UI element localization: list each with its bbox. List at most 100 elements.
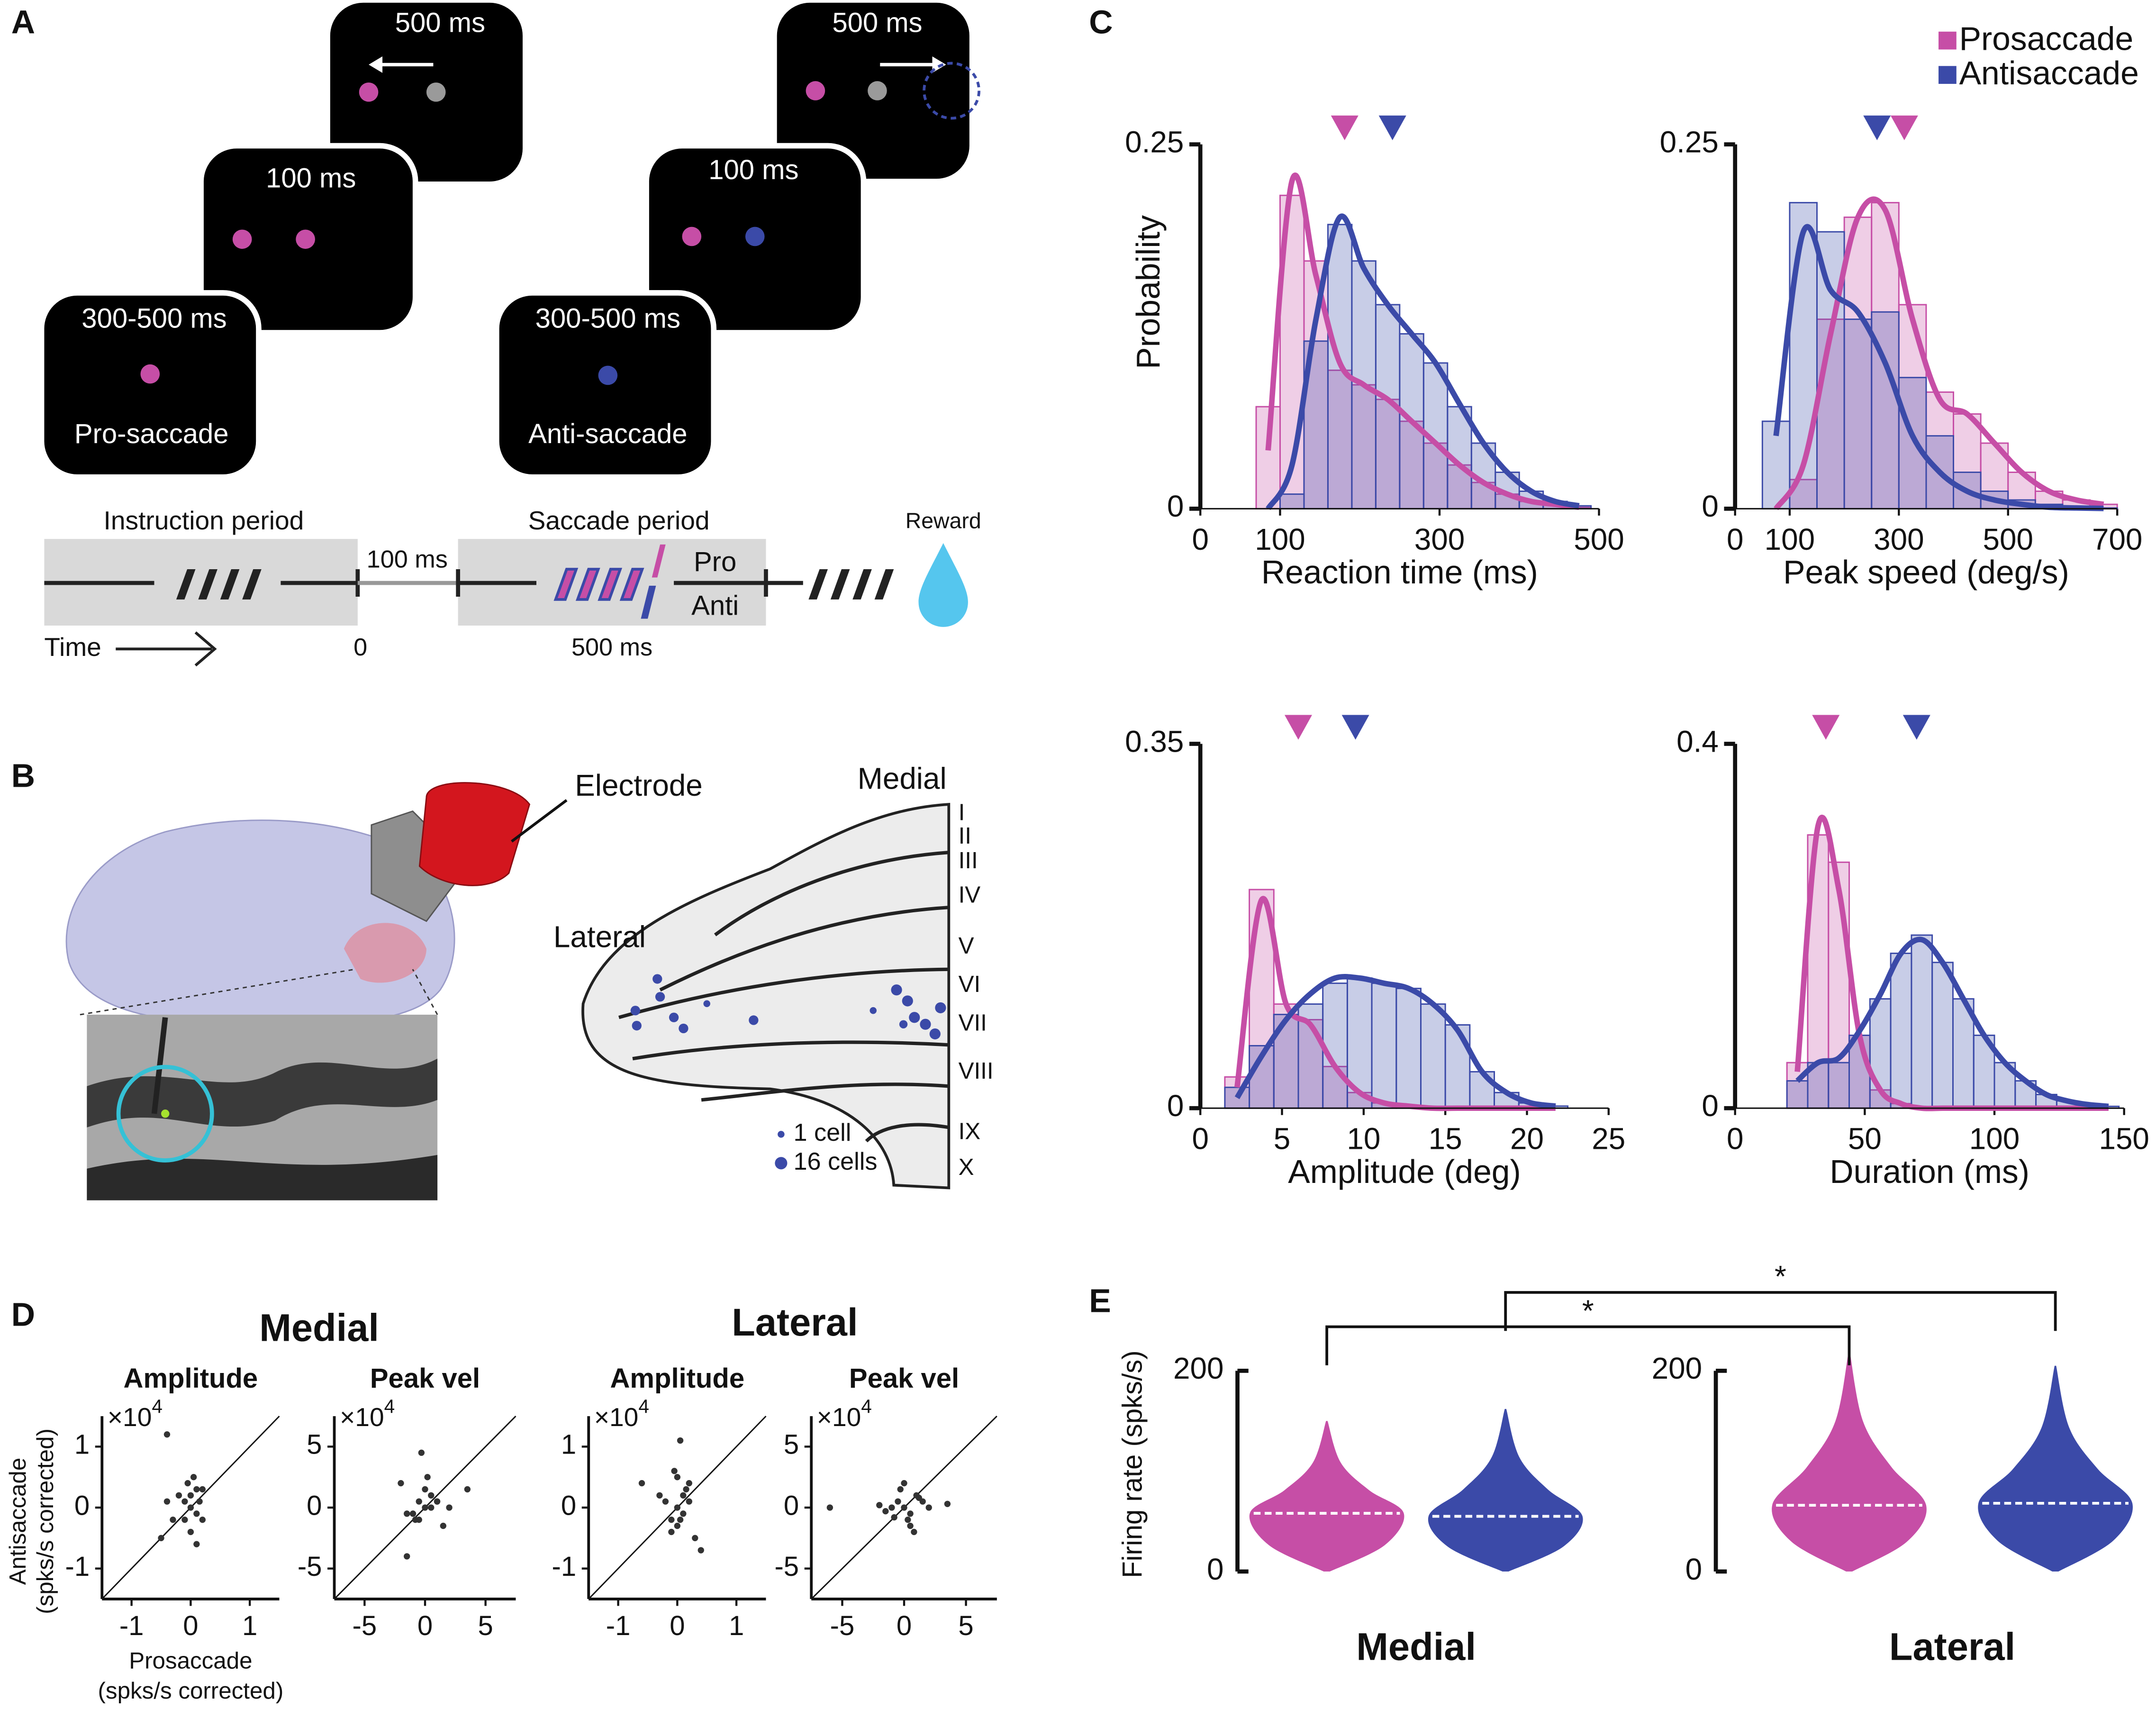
point: [170, 1517, 176, 1523]
electrode-drive: [418, 782, 531, 886]
bar: [1444, 1024, 1471, 1109]
lobule-label: II: [959, 823, 971, 849]
x-tick-label: 0: [897, 1610, 912, 1641]
point: [428, 1492, 435, 1499]
arrow-head: [369, 56, 383, 73]
hatch: [808, 569, 894, 600]
point: [901, 1480, 907, 1487]
point: [158, 1535, 164, 1541]
point: [193, 1486, 200, 1493]
period-label: Saccade period: [528, 506, 710, 535]
median-marker: [1890, 115, 1918, 140]
multiplier-base: ×10: [108, 1402, 152, 1431]
point: [199, 1486, 206, 1493]
hatch: [176, 569, 262, 600]
cerebellum-3d: [344, 923, 426, 983]
x-tick-label: 15: [1429, 1122, 1462, 1156]
panel-label: A: [11, 4, 35, 41]
violin: [1978, 1365, 2133, 1572]
screen: [494, 290, 717, 480]
median-marker: [1863, 115, 1891, 140]
group-title: Medial: [259, 1307, 379, 1350]
point: [944, 1500, 951, 1507]
bar: [1322, 982, 1348, 1109]
median-marker: [1284, 715, 1312, 740]
point: [187, 1492, 194, 1499]
cell-dot: [632, 1021, 642, 1031]
point: [925, 1504, 932, 1511]
median-marker: [1341, 715, 1369, 740]
point: [464, 1486, 471, 1493]
point: [163, 1431, 171, 1438]
orientation-label: Medial: [858, 762, 947, 796]
legend-dot: [775, 1157, 788, 1170]
dot: [682, 227, 702, 246]
screen: [38, 290, 262, 480]
point: [686, 1480, 692, 1487]
point: [668, 1517, 675, 1523]
bar: [1871, 202, 1900, 509]
point: [915, 1494, 923, 1501]
x-tick-label: 500: [1574, 522, 1624, 556]
y-tick-label: -1: [65, 1551, 90, 1582]
screen-time: 300-500 ms: [535, 303, 680, 334]
mri-fold: [87, 1154, 438, 1200]
x-tick-label: -5: [830, 1610, 855, 1641]
cerebellum: [581, 803, 951, 1190]
cell-dot: [902, 995, 913, 1007]
time-zero: 0: [353, 634, 367, 661]
axis-multiplier: ×104: [340, 1395, 395, 1431]
point: [674, 1504, 681, 1511]
point: [662, 1498, 669, 1505]
x-tick-label: 5: [958, 1610, 973, 1641]
point: [897, 1486, 904, 1493]
cell-dot: [749, 1015, 759, 1025]
target-zone: [923, 62, 981, 120]
cell-dots: [630, 974, 946, 1170]
y-axis-label: Probability: [1130, 215, 1167, 369]
multiplier-exponent: 4: [861, 1395, 872, 1417]
reward-label: Reward: [906, 509, 981, 533]
bar: [1925, 391, 1955, 509]
x-tick-label: 5: [1274, 1122, 1291, 1156]
plot-title: Amplitude: [610, 1363, 745, 1394]
bar: [1931, 962, 1954, 1109]
y-tick-label: 0.25: [1660, 125, 1719, 159]
mri-fold: [87, 1058, 438, 1127]
y-tick-label: 0: [1702, 489, 1719, 523]
point: [905, 1517, 911, 1523]
bar: [1279, 493, 1305, 509]
x-axis-label: Reaction time (ms): [1261, 554, 1538, 591]
point: [698, 1547, 704, 1554]
plot-title: Peak vel: [370, 1363, 480, 1394]
cell-dot: [703, 1000, 710, 1008]
mri-target: [116, 1064, 214, 1163]
x-tick-label: 500: [1983, 522, 2033, 556]
lobule-label: VII: [959, 1009, 987, 1036]
y-tick-label: 200: [1652, 1351, 1702, 1385]
bar: [1898, 377, 1927, 509]
point: [683, 1486, 689, 1493]
cell-dot: [870, 1007, 877, 1014]
screen-time: 100 ms: [266, 163, 356, 193]
y-tick-label: 0: [1167, 1089, 1184, 1123]
x-axis-label: Duration (ms): [1830, 1153, 2029, 1190]
bar: [1327, 369, 1353, 509]
y-axis-label: (spks/s corrected): [32, 1428, 58, 1614]
branch-label: Anti: [691, 591, 739, 621]
median-marker: [1812, 715, 1840, 740]
bar: [1399, 420, 1424, 509]
point: [404, 1553, 410, 1560]
orientation-label: Lateral: [553, 919, 646, 954]
multiplier-base: ×10: [817, 1402, 861, 1431]
lobule-label: IX: [959, 1118, 981, 1144]
y-tick-label: 0: [1685, 1552, 1702, 1586]
dot: [232, 229, 252, 249]
x-tick-label: 0: [1727, 522, 1743, 556]
density-curve: [1774, 196, 2104, 510]
bar: [1973, 1035, 1995, 1109]
plot-title: Peak vel: [849, 1363, 959, 1394]
dot: [296, 229, 315, 249]
